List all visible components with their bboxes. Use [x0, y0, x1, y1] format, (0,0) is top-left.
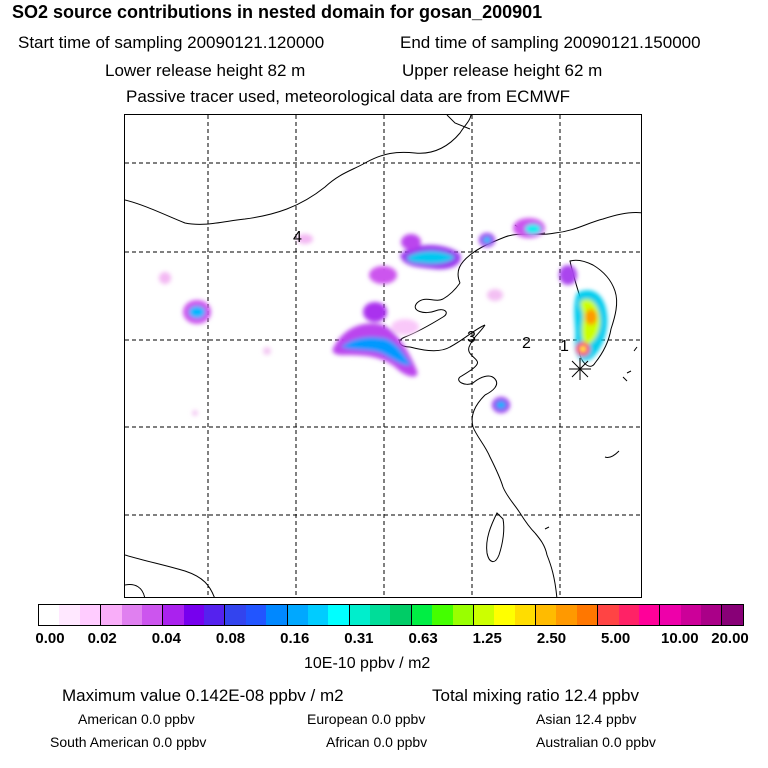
colorbar-segment [287, 605, 308, 625]
colorbar-segment [101, 605, 122, 625]
colorbar-segment [722, 605, 743, 625]
concentration-plumes [159, 218, 608, 416]
colorbar-segment [701, 605, 723, 625]
colorbar-segment [432, 605, 453, 625]
colorbar-tick-label: 0.31 [344, 630, 374, 647]
colorbar-tick-label: 0.08 [215, 630, 246, 647]
colorbar-segment [576, 605, 599, 625]
map-canvas: 4 3 2 1 [125, 115, 641, 597]
colorbar-tick-label: 0.00 [35, 630, 65, 647]
region-australian: Australian 0.0 ppbv [536, 734, 656, 750]
max-value: Maximum value 0.142E-08 ppbv / m2 [62, 686, 344, 705]
colorbar-segment [163, 605, 184, 625]
colorbar-segment [59, 605, 80, 625]
end-time-label: End time of sampling 20090121.150000 [400, 33, 701, 52]
colorbar-segment [79, 605, 102, 625]
colorbar-segment [266, 605, 288, 625]
colorbar [38, 604, 744, 626]
colorbar-segment [328, 605, 350, 625]
receptor-marker [569, 358, 591, 380]
upper-release-height: Upper release height 62 m [402, 61, 603, 80]
colorbar-segment [660, 605, 681, 625]
map-label-2: 2 [522, 335, 531, 352]
colorbar-segment [121, 605, 142, 625]
colorbar-unit: 10E-10 ppbv / m2 [304, 655, 431, 672]
region-european: European 0.0 ppbv [307, 711, 426, 727]
region-american: American 0.0 ppbv [78, 711, 195, 727]
colorbar-tick-label: 5.00 [601, 630, 631, 647]
colorbar-segment [452, 605, 474, 625]
colorbar-segment [680, 605, 701, 625]
map-label-1: 1 [560, 338, 569, 355]
colorbar-segment [536, 605, 557, 625]
colorbar-segment [39, 605, 60, 625]
map-label-3: 3 [467, 329, 476, 346]
start-time-label: Start time of sampling 20090121.120000 [18, 33, 325, 52]
map-panel: 4 3 2 1 [124, 114, 642, 598]
colorbar-segment [514, 605, 536, 625]
colorbar-segment [390, 605, 412, 625]
colorbar-segment [349, 605, 370, 625]
lower-release-height: Lower release height 82 m [105, 61, 306, 80]
colorbar-segment [494, 605, 515, 625]
colorbar-segment [225, 605, 246, 625]
colorbar-segment [638, 605, 661, 625]
colorbar-segment [473, 605, 495, 625]
coastlines [125, 115, 641, 597]
plot-title: SO2 source contributions in nested domai… [12, 2, 543, 22]
colorbar-tick-label: 0.16 [280, 630, 310, 647]
total-mixing-ratio: Total mixing ratio 12.4 ppbv [432, 686, 639, 705]
colorbar-segment [556, 605, 577, 625]
colorbar-tick-label: 2.50 [536, 630, 567, 647]
colorbar-segment [307, 605, 329, 625]
colorbar-segment [411, 605, 433, 625]
colorbar-segment [183, 605, 204, 625]
colorbar-tick-label: 10.00 [661, 630, 699, 647]
colorbar-segment [598, 605, 619, 625]
colorbar-segment [204, 605, 226, 625]
colorbar-segment [618, 605, 639, 625]
region-african: African 0.0 ppbv [326, 734, 428, 750]
colorbar-tick-label: 20.00 [711, 630, 749, 647]
colorbar-segment [141, 605, 164, 625]
tracer-note: Passive tracer used, meteorological data… [126, 87, 571, 106]
colorbar-tick-label: 0.63 [408, 630, 438, 647]
colorbar-tick-label: 1.25 [472, 630, 502, 647]
region-south-american: South American 0.0 ppbv [50, 734, 207, 750]
colorbar-segment [370, 605, 391, 625]
colorbar-tick-label: 0.04 [151, 630, 181, 647]
region-asian: Asian 12.4 ppbv [536, 711, 637, 727]
colorbar-segment [245, 605, 267, 625]
colorbar-tick-label: 0.02 [87, 630, 117, 647]
map-label-4: 4 [293, 229, 302, 246]
